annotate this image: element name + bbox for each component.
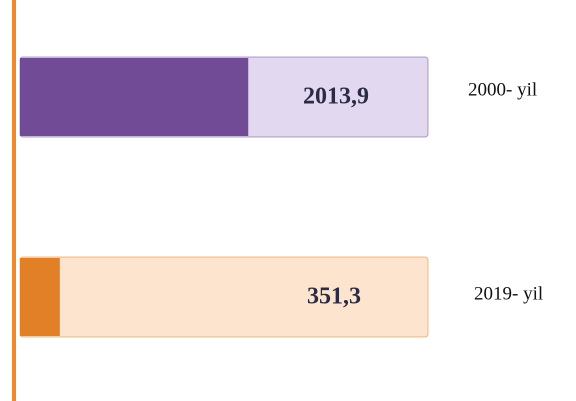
value-label: 2013,9 [303,84,369,110]
bar-track [19,256,429,338]
bar [20,58,249,136]
value-label: 351,3 [307,284,361,310]
category-label: 2000- yil [468,79,537,100]
category-label: 2019- yil [474,283,543,304]
bar [20,258,60,336]
